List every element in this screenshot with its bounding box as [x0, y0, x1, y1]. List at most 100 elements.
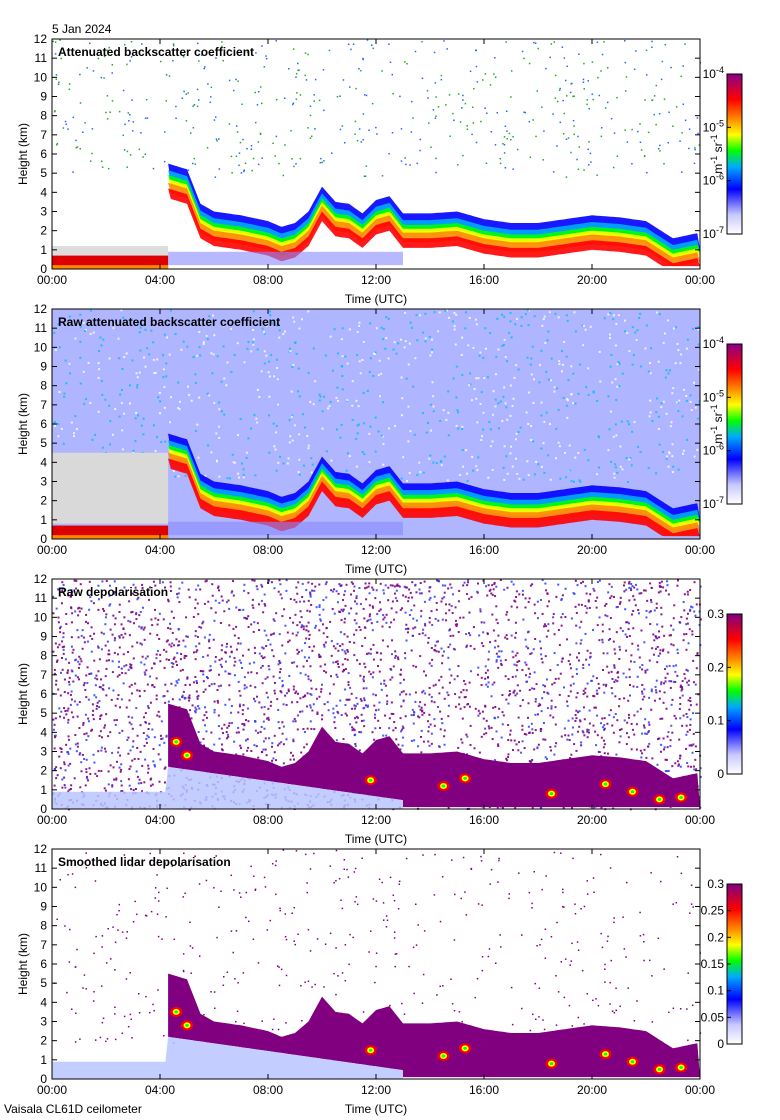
- unit-part: m: [711, 434, 725, 444]
- x-tick-label: 04:00: [145, 273, 175, 287]
- unit-part: sr: [711, 142, 725, 152]
- unit-part: -1: [709, 404, 719, 412]
- x-tick-label: 04:00: [145, 813, 175, 827]
- x-tick-label: 16:00: [469, 1083, 499, 1097]
- colorbar-ticks: 0.3 0.2 0.1 0: [707, 607, 731, 781]
- colorbar-tick-label: 0.2: [707, 660, 724, 674]
- y-tick-label: 2: [40, 494, 47, 508]
- colorbar-tick-label: 10-5: [703, 388, 724, 404]
- y-tick-label: 7: [40, 668, 47, 682]
- y-tick-label: 5: [40, 706, 47, 720]
- x-tick-label: 16:00: [469, 543, 499, 557]
- colorbar-unit-label: m-1 sr-1: [709, 134, 725, 173]
- y-tick-label: 11: [35, 321, 48, 335]
- y-tick-label: 0: [40, 1072, 47, 1086]
- unit-part: -1: [709, 156, 719, 164]
- y-tick-label: 12: [34, 32, 48, 46]
- y-tick-label: 5: [40, 976, 47, 990]
- x-ticks: 00:00 04:00 08:00 12:00 16:00 20:00 00:00: [37, 39, 715, 287]
- x-tick-label: 20:00: [577, 1083, 607, 1097]
- x-ticks: 00:00 04:00 08:00 12:00 16:00 20:00 00:00: [37, 309, 715, 557]
- panel-title: Smoothed lidar depolarisation: [58, 855, 231, 869]
- panel-raw-depolarisation: Height (km) Time (UTC) Raw depolarisatio…: [16, 572, 743, 846]
- y-tick-label: 5: [40, 436, 47, 450]
- colorbar-tick-label: 0.2: [707, 930, 724, 944]
- tick-exponent: -7: [716, 495, 724, 505]
- x-tick-label: 04:00: [145, 543, 175, 557]
- colorbar: [726, 613, 743, 775]
- y-tick-label: 4: [40, 995, 47, 1009]
- y-tick-label: 8: [40, 379, 47, 393]
- panel-raw-attenuated-backscatter: Height (km) Time (UTC) Raw attenuated ba…: [16, 302, 743, 576]
- x-ticks: 00:00 04:00 08:00 12:00 16:00 20:00 00:00: [37, 849, 715, 1097]
- unit-part: -1: [709, 426, 719, 434]
- colorbar-units: m-1 sr-1: [709, 134, 725, 173]
- y-tick-label: 8: [40, 919, 47, 933]
- colorbar-tick-label: 0: [717, 1037, 724, 1051]
- tick-base: 10: [703, 227, 717, 241]
- colorbar-tick-label: 10-6: [703, 172, 724, 188]
- panel-attenuated-backscatter: Height (km) Time (UTC) Attenuated backsc…: [16, 32, 743, 306]
- y-tick-label: 9: [40, 630, 47, 644]
- colorbar-ticks: 10-410-510-610-7: [703, 65, 731, 241]
- y-tick-label: 5: [40, 166, 47, 180]
- colorbar-tick-label: 0.1: [707, 714, 724, 728]
- x-axis-label: Time (UTC): [345, 292, 407, 306]
- x-tick-label: 00:00: [37, 813, 67, 827]
- x-tick-label: 08:00: [253, 543, 283, 557]
- colorbar-unit-label: m-1 sr-1: [709, 404, 725, 443]
- y-tick-label: 8: [40, 109, 47, 123]
- x-tick-label: 12:00: [361, 543, 391, 557]
- tick-exponent: -7: [716, 225, 724, 235]
- x-tick-label: 00:00: [37, 273, 67, 287]
- heatmap-area: [52, 579, 702, 811]
- colorbar-tick-label: 10-4: [703, 335, 724, 351]
- y-tick-label: 12: [34, 302, 48, 316]
- y-tick-label: 0: [40, 802, 47, 816]
- panel-title: Raw attenuated backscatter coefficient: [58, 315, 280, 329]
- y-axis-label: Height (km): [16, 663, 30, 725]
- y-tick-label: 2: [40, 224, 47, 238]
- colorbar-tick-label: 0.3: [707, 607, 724, 621]
- x-tick-label: 12:00: [361, 1083, 391, 1097]
- y-tick-label: 9: [40, 360, 47, 374]
- y-tick-label: 7: [40, 128, 47, 142]
- x-tick-label: 12:00: [361, 273, 391, 287]
- y-tick-label: 10: [34, 610, 48, 624]
- date-label: 5 Jan 2024: [52, 22, 112, 36]
- y-tick-label: 7: [40, 938, 47, 952]
- colorbar: [726, 343, 743, 505]
- y-tick-label: 1: [40, 783, 47, 797]
- x-tick-label: 08:00: [253, 813, 283, 827]
- y-axis-label: Height (km): [16, 933, 30, 995]
- x-tick-label: 00:00: [37, 543, 67, 557]
- tick-exponent: -4: [716, 335, 724, 345]
- y-tick-label: 6: [40, 957, 47, 971]
- colorbar-tick-label: 0.25: [701, 904, 725, 918]
- y-tick-label: 0: [40, 262, 47, 276]
- x-tick-label: 12:00: [361, 813, 391, 827]
- tick-exponent: -6: [716, 442, 724, 452]
- y-tick-label: 2: [40, 764, 47, 778]
- y-axis-label: Height (km): [16, 123, 30, 185]
- colorbar-tick-label: 0: [717, 767, 724, 781]
- colorbar-units: m-1 sr-1: [709, 404, 725, 443]
- tick-exponent: -5: [716, 388, 724, 398]
- tick-exponent: -5: [716, 118, 724, 128]
- heatmap-area: [52, 39, 702, 269]
- x-ticks: 00:00 04:00 08:00 12:00 16:00 20:00 00:00: [37, 579, 715, 827]
- y-tick-label: 10: [34, 70, 48, 84]
- y-tick-label: 4: [40, 455, 47, 469]
- panel-title: Attenuated backscatter coefficient: [58, 45, 254, 59]
- x-tick-label: 04:00: [145, 1083, 175, 1097]
- y-tick-label: 3: [40, 205, 47, 219]
- colorbar-tick-label: 10-5: [703, 118, 724, 134]
- x-tick-label: 00:00: [685, 273, 715, 287]
- y-tick-label: 3: [40, 745, 47, 759]
- y-tick-label: 11: [35, 591, 48, 605]
- x-tick-label: 08:00: [253, 1083, 283, 1097]
- panel-smoothed-depolarisation: Height (km) Time (UTC) Smoothed lidar de…: [16, 842, 743, 1116]
